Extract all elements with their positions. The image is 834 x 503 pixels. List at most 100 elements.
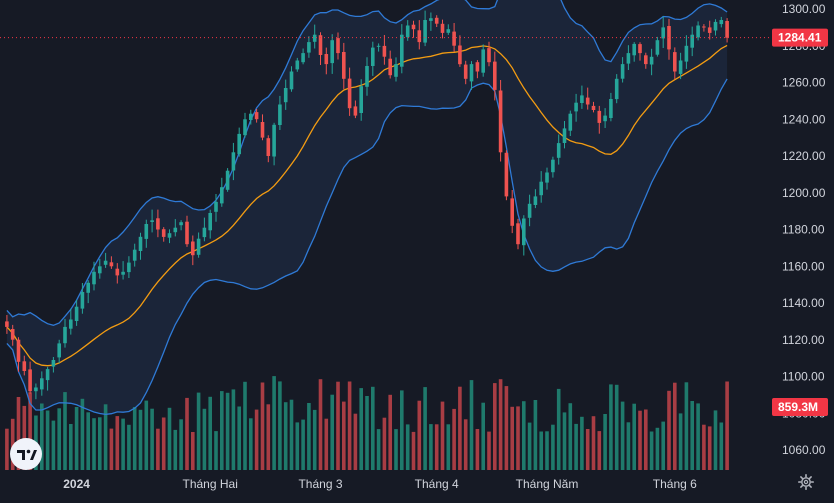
candle-body[interactable] (382, 45, 387, 57)
candle-body[interactable] (661, 27, 665, 39)
candle-body[interactable] (10, 329, 15, 340)
candle-body[interactable] (690, 34, 694, 48)
candle-body[interactable] (254, 112, 259, 120)
candle-body[interactable] (214, 201, 218, 212)
candle-body[interactable] (516, 223, 520, 245)
candle-body[interactable] (243, 119, 247, 136)
candle-body[interactable] (40, 378, 44, 390)
candle-body[interactable] (684, 45, 689, 62)
candle-body[interactable] (283, 88, 288, 103)
candle-body[interactable] (452, 31, 456, 46)
candle-body[interactable] (347, 78, 352, 109)
candle-body[interactable] (34, 387, 38, 392)
candle-body[interactable] (626, 53, 631, 64)
candle-body[interactable] (481, 49, 485, 73)
candle-body[interactable] (16, 339, 21, 362)
candle-body[interactable] (359, 86, 363, 113)
candle-body[interactable] (365, 66, 369, 87)
candle-body[interactable] (719, 20, 724, 25)
candle-body[interactable] (324, 54, 329, 65)
candle-body[interactable] (638, 44, 642, 54)
candle-body[interactable] (307, 42, 311, 53)
candle-body[interactable] (266, 138, 271, 156)
candle-body[interactable] (301, 53, 305, 63)
candle-body[interactable] (394, 64, 398, 77)
candle-body[interactable] (469, 64, 474, 82)
candle-body[interactable] (98, 266, 102, 274)
candle-body[interactable] (649, 56, 654, 65)
candle-body[interactable] (411, 24, 416, 30)
candle-body[interactable] (109, 262, 114, 267)
candle-body[interactable] (161, 229, 166, 237)
candle-body[interactable] (74, 306, 79, 321)
candle-body[interactable] (92, 271, 96, 285)
candle-body[interactable] (138, 236, 143, 251)
candle-body[interactable] (260, 122, 265, 138)
candle-body[interactable] (463, 64, 468, 79)
candle-body[interactable] (115, 268, 120, 276)
candle-body[interactable] (580, 95, 584, 103)
candle-body[interactable] (487, 48, 491, 63)
candle-body[interactable] (144, 224, 149, 239)
candle-body[interactable] (69, 319, 73, 329)
candle-body[interactable] (191, 241, 195, 256)
candle-body[interactable] (655, 40, 660, 55)
tradingview-logo-icon[interactable] (10, 438, 42, 470)
candle-body[interactable] (673, 52, 677, 72)
candle-body[interactable] (446, 29, 451, 33)
candle-body[interactable] (45, 369, 50, 381)
candle-body[interactable] (289, 71, 294, 90)
candle-body[interactable] (603, 115, 607, 122)
candle-body[interactable] (405, 25, 410, 38)
candle-body[interactable] (272, 124, 276, 157)
candle-body[interactable] (388, 58, 392, 76)
candle-body[interactable] (208, 213, 212, 231)
candle-body[interactable] (132, 249, 137, 261)
candle-body[interactable] (417, 30, 422, 43)
candle-body[interactable] (493, 61, 497, 90)
candle-body[interactable] (510, 198, 514, 226)
candle-body[interactable] (585, 97, 590, 105)
candle-body[interactable] (318, 35, 323, 55)
candle-body[interactable] (504, 152, 509, 197)
candle-body[interactable] (527, 203, 532, 218)
candle-body[interactable] (597, 110, 602, 123)
candle-body[interactable] (5, 321, 9, 327)
candle-body[interactable] (103, 260, 108, 265)
candle-body[interactable] (371, 47, 375, 66)
candle-body[interactable] (620, 64, 625, 79)
candle-body[interactable] (498, 90, 503, 153)
candle-body[interactable] (423, 20, 427, 43)
candle-body[interactable] (231, 152, 236, 171)
candle-body[interactable] (458, 45, 462, 65)
candle-body[interactable] (696, 25, 700, 38)
candle-body[interactable] (434, 17, 439, 24)
candle-body[interactable] (51, 360, 56, 367)
candle-body[interactable] (614, 78, 619, 100)
candle-body[interactable] (545, 172, 549, 183)
candle-body[interactable] (707, 27, 712, 33)
candle-body[interactable] (574, 102, 578, 112)
candle-body[interactable] (533, 196, 538, 205)
candle-body[interactable] (312, 34, 317, 42)
candle-body[interactable] (295, 60, 300, 70)
candle-body[interactable] (202, 227, 207, 238)
candle-body[interactable] (678, 60, 683, 74)
candle-body[interactable] (127, 262, 131, 273)
candle-body[interactable] (609, 99, 613, 118)
candle-body[interactable] (196, 238, 201, 255)
candle-body[interactable] (249, 113, 253, 120)
candle-body[interactable] (551, 159, 555, 173)
candle-body[interactable] (400, 34, 404, 67)
candle-body[interactable] (86, 282, 90, 293)
candle-body[interactable] (63, 326, 67, 344)
candle-body[interactable] (725, 21, 729, 38)
candle-body[interactable] (237, 133, 241, 155)
candle-body[interactable] (475, 62, 480, 72)
candle-body[interactable] (342, 52, 346, 79)
candle-body[interactable] (353, 106, 358, 116)
candle-body[interactable] (539, 181, 543, 196)
candle-body[interactable] (591, 105, 596, 110)
